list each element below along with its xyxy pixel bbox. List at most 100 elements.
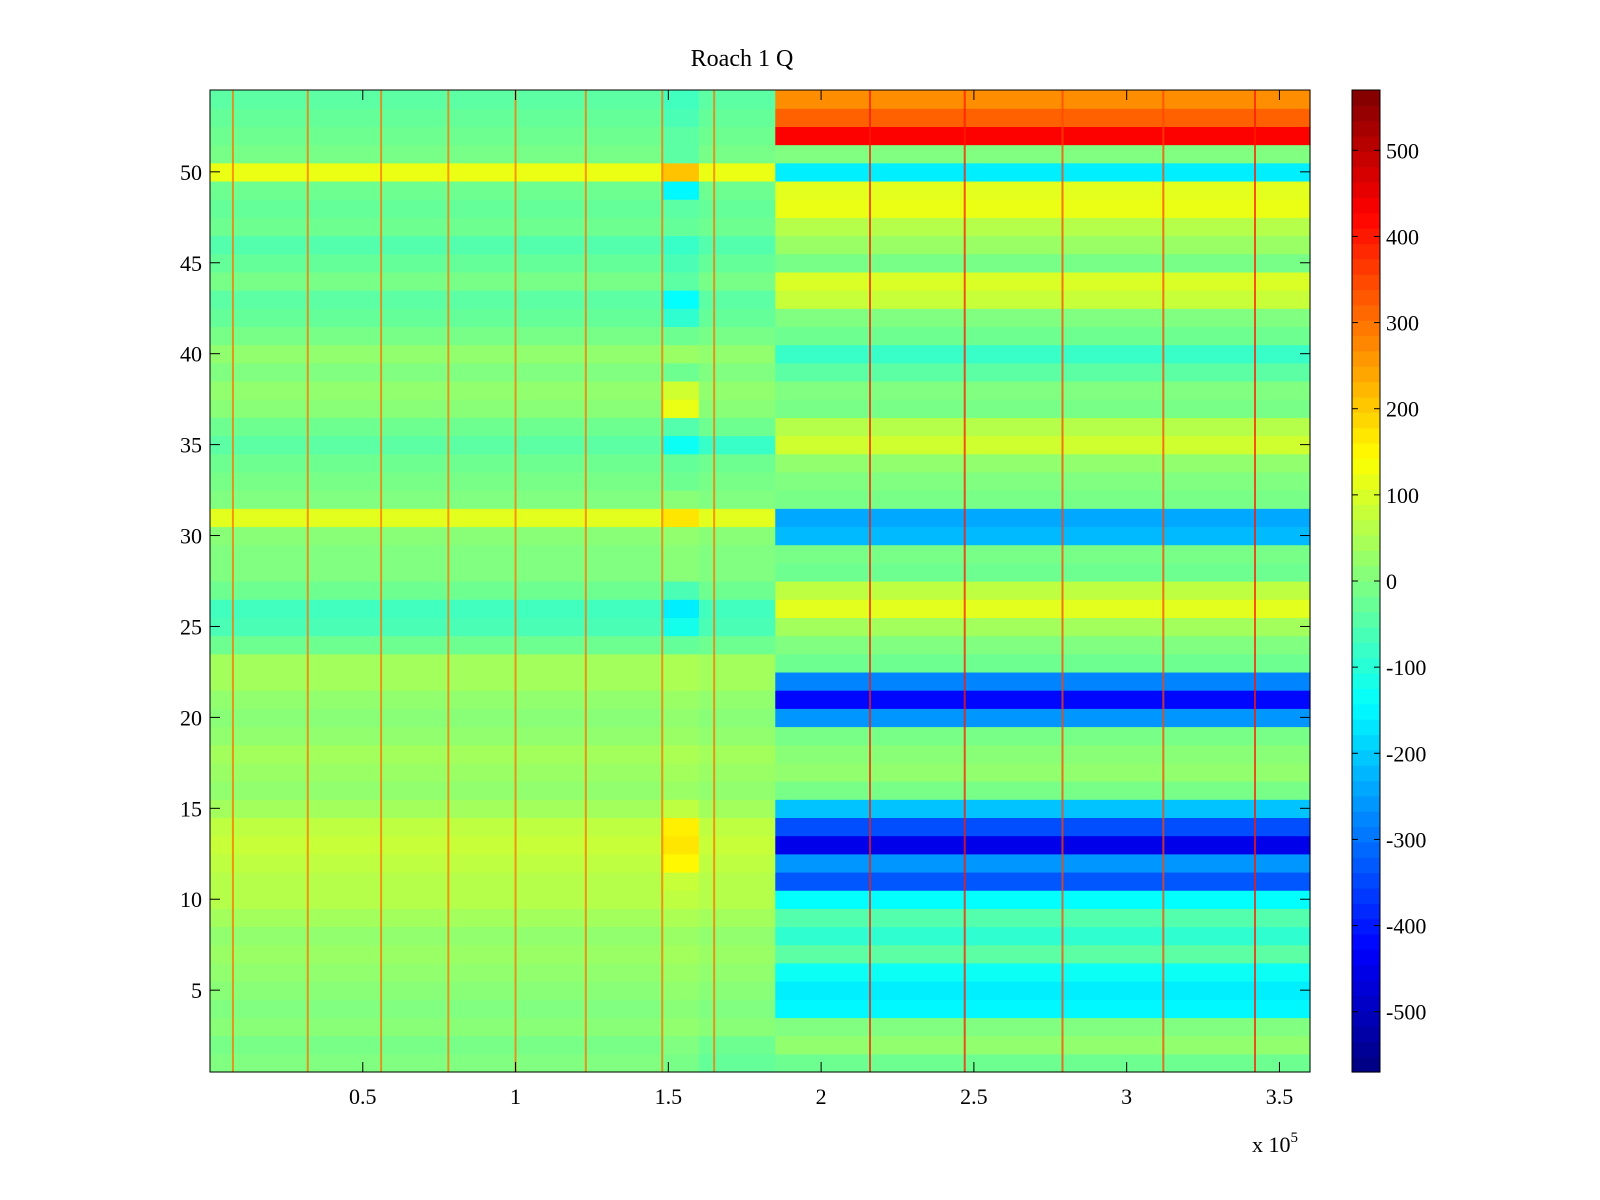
heatmap-cell [775, 581, 1311, 600]
colorbar-swatch [1352, 642, 1380, 659]
heatmap-cell [210, 708, 663, 728]
colorbar-tick-label: 300 [1386, 311, 1419, 336]
heatmap-cell [698, 90, 776, 109]
colorbar-swatch [1352, 765, 1380, 782]
heatmap-cell [698, 235, 776, 255]
colorbar-swatch [1352, 719, 1380, 736]
heatmap-cell [210, 417, 663, 437]
heatmap-cell [775, 635, 1311, 655]
colorbar-swatch [1352, 335, 1380, 352]
heatmap-cell [210, 926, 663, 946]
heatmap-cell [698, 526, 776, 546]
heatmap-cell [698, 217, 776, 237]
colorbar-tick-label: 500 [1386, 138, 1419, 163]
heatmap-streak [1254, 90, 1256, 1072]
colorbar-swatch [1352, 841, 1380, 858]
y-tick-label: 30 [180, 524, 202, 549]
colorbar-swatch [1352, 442, 1380, 459]
colorbar-tick-label: 100 [1386, 483, 1419, 508]
colorbar-swatch [1352, 979, 1380, 996]
colorbar-swatch [1352, 657, 1380, 674]
heatmap-cell [698, 890, 776, 909]
heatmap-cell [698, 471, 776, 491]
heatmap-cell [210, 326, 663, 346]
heatmap-cell [210, 817, 663, 837]
heatmap-cell [698, 653, 776, 673]
heatmap-cell [775, 90, 1311, 109]
heatmap-cell [698, 108, 776, 127]
heatmap-cell [662, 253, 700, 273]
heatmap-cell [662, 326, 700, 346]
colorbar-swatch [1352, 258, 1380, 275]
heatmap-cell [210, 290, 663, 309]
heatmap-cell [775, 326, 1311, 346]
heatmap-cell [775, 617, 1311, 637]
heatmap-cell [775, 690, 1311, 709]
heatmap-streak [963, 90, 966, 1072]
heatmap-cell [210, 962, 663, 982]
heatmap-cell [698, 726, 776, 746]
colorbar-swatch [1352, 780, 1380, 797]
colorbar-swatch [1352, 1010, 1380, 1027]
heatmap-cell [210, 253, 663, 273]
colorbar-swatch [1352, 872, 1380, 889]
heatmap-cell [662, 526, 700, 546]
heatmap-cell [698, 126, 776, 146]
heatmap-cell [698, 380, 776, 400]
colorbar-swatch [1352, 166, 1380, 183]
x-tick-label: 1 [510, 1084, 521, 1109]
heatmap-cell [775, 508, 1311, 528]
y-tick-label: 15 [180, 796, 202, 821]
x-axis-multiplier-exponent: 5 [1291, 1130, 1299, 1146]
colorbar-swatch [1352, 473, 1380, 490]
heatmap-cell [210, 544, 663, 564]
heatmap-cell [210, 744, 663, 764]
heatmap-cell [775, 490, 1311, 509]
heatmap-cell [775, 217, 1311, 237]
heatmap-cell [210, 635, 663, 655]
heatmap-cell [775, 599, 1311, 618]
heatmap-cell [210, 671, 663, 691]
heatmap-cell [662, 362, 700, 382]
y-tick-label: 25 [180, 614, 202, 639]
heatmap-cell [662, 799, 700, 819]
heatmap-cell [662, 108, 700, 127]
heatmap-cell [210, 399, 663, 418]
heatmap-cell [775, 471, 1311, 491]
heatmap-cell [662, 599, 700, 618]
heatmap-cell [775, 144, 1311, 164]
heatmap-cell [662, 344, 700, 364]
heatmap-cell [775, 890, 1311, 909]
heatmap-cell [775, 1017, 1311, 1037]
heatmap-cell [775, 344, 1311, 364]
heatmap-cell [698, 962, 776, 982]
heatmap-cell [210, 853, 663, 873]
colorbar-tick-label: -400 [1386, 914, 1426, 939]
heatmap-cell [662, 762, 700, 782]
colorbar-tick-label: 400 [1386, 224, 1419, 249]
colorbar-swatch [1352, 1025, 1380, 1042]
colorbar-swatch [1352, 964, 1380, 981]
heatmap-cell [698, 253, 776, 273]
heatmap-streak [447, 90, 450, 1072]
heatmap-cell [775, 562, 1311, 582]
heatmap-cell [662, 726, 700, 746]
x-tick-label: 2.5 [960, 1084, 988, 1109]
heatmap-cell [698, 562, 776, 582]
heatmap-cell [775, 162, 1311, 182]
heatmap-cell [210, 380, 663, 400]
heatmap-cell [662, 199, 700, 218]
heatmap-streak [869, 90, 871, 1072]
colorbar-swatch [1352, 933, 1380, 950]
heatmap-cell [210, 108, 663, 127]
heatmap-cell [775, 853, 1311, 873]
heatmap-cell [662, 399, 700, 418]
colorbar-swatch [1352, 596, 1380, 613]
heatmap-cell [775, 271, 1311, 291]
heatmap-cell [662, 508, 700, 528]
heatmap-cell [662, 1035, 700, 1055]
x-tick-label: 2 [816, 1084, 827, 1109]
heatmap-cell [775, 817, 1311, 837]
colorbar-swatch [1352, 811, 1380, 828]
heatmap-cell [662, 1017, 700, 1037]
